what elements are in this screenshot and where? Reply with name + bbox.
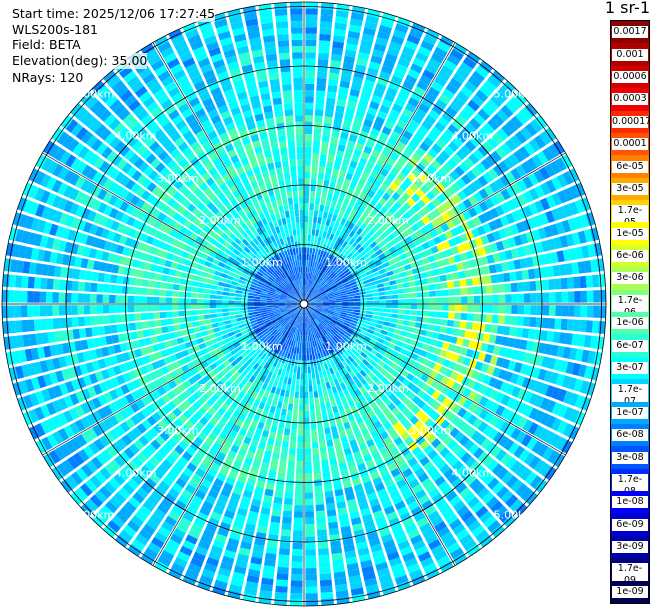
colorbar-tick-label: 1e-06 [612, 317, 648, 330]
colorbar-tick-label: 6e-07 [612, 339, 648, 352]
range-ring-label: 2.00km [367, 382, 409, 395]
instrument-label: WLS200s-181 [12, 22, 98, 38]
colorbar-tick-label: 0.0003 [612, 93, 648, 106]
azimuth-spoke [42, 152, 305, 305]
colorbar-tick-label: 0.0006 [612, 70, 648, 83]
azimuth-spoke [303, 303, 566, 456]
range-ring-label: 2.00km [199, 382, 241, 395]
range-ring-label: 1.00km [241, 340, 283, 353]
range-ring-label: 2.00km [367, 214, 409, 227]
start-time-label: Start time: 2025/12/06 17:27:45 [12, 6, 216, 22]
azimuth-spoke [303, 42, 456, 305]
range-ring-label: 5.00km [73, 88, 115, 101]
azimuth-spoke [152, 42, 305, 305]
range-ring-label: 5.00km [494, 88, 536, 101]
colorbar-tick-label: 3e-07 [612, 361, 648, 374]
range-ring-label: 5.00km [494, 508, 536, 521]
range-ring-label: 5.00km [73, 508, 115, 521]
colorbar-tick-label: 0.00017 [612, 115, 650, 128]
azimuth-spokes [2, 2, 606, 606]
colorbar-tick-label: 1e-05 [612, 227, 648, 240]
range-ring-label: 1.00km [325, 340, 367, 353]
elevation-label: Elevation(deg): 35.00 [12, 53, 148, 69]
colorbar-tick-label: 0.001 [612, 48, 648, 61]
colorbar-tick-label: 3e-05 [612, 182, 648, 195]
colorbar-tick-label: 6e-06 [612, 250, 648, 263]
range-ring-label: 4.00km [115, 466, 157, 479]
range-ring-label: 4.00km [115, 130, 157, 143]
colorbar: 0.0017 0.001 0.0006 0.0003 0.00017 0.0001 6e-0… [610, 20, 650, 604]
colorbar-tick-label: 3e-09 [612, 541, 648, 554]
range-ring-label: 2.00km [199, 214, 241, 227]
colorbar-tick-label: 1e-09 [612, 585, 648, 598]
azimuth-spoke [303, 303, 456, 566]
radar-center-marker [299, 299, 309, 309]
nrays-label: NRays: 120 [12, 70, 84, 86]
range-ring-label: 4.00km [452, 466, 494, 479]
azimuth-spoke [303, 152, 566, 305]
colorbar-tick-label: 6e-08 [612, 429, 648, 442]
range-ring-label: 3.00km [409, 424, 451, 437]
range-ring-label: 3.00km [409, 172, 451, 185]
colorbar-tick-label: 0.0001 [612, 138, 648, 151]
colorbar-tick-label: 3e-06 [612, 272, 648, 285]
colorbar-title: m-1 sr-1 [604, 0, 650, 17]
range-ring-label: 3.00km [157, 424, 199, 437]
azimuth-spoke [152, 303, 305, 566]
range-ring-label: 1.00km [325, 256, 367, 269]
colorbar-tick-label: 6e-09 [612, 518, 648, 531]
range-ring-labels: 1.00km 1.00km 1.00km 1.00km 2.00km 2.00km 2.00… [73, 88, 535, 522]
range-ring-label: 4.00km [452, 130, 494, 143]
field-label: Field: BETA [12, 37, 81, 53]
beta-field [2, 2, 606, 606]
range-ring-label: 3.00km [157, 172, 199, 185]
colorbar-tick-label: 1e-07 [612, 406, 648, 419]
colorbar-tick-label: 6e-05 [612, 160, 648, 173]
colorbar-tick-label: 3e-08 [612, 451, 648, 464]
azimuth-spoke [42, 303, 305, 456]
colorbar-tick-label: 0.0017 [612, 26, 648, 39]
range-ring-label: 1.00km [241, 256, 283, 269]
colorbar-tick-label: 1e-08 [612, 496, 648, 509]
